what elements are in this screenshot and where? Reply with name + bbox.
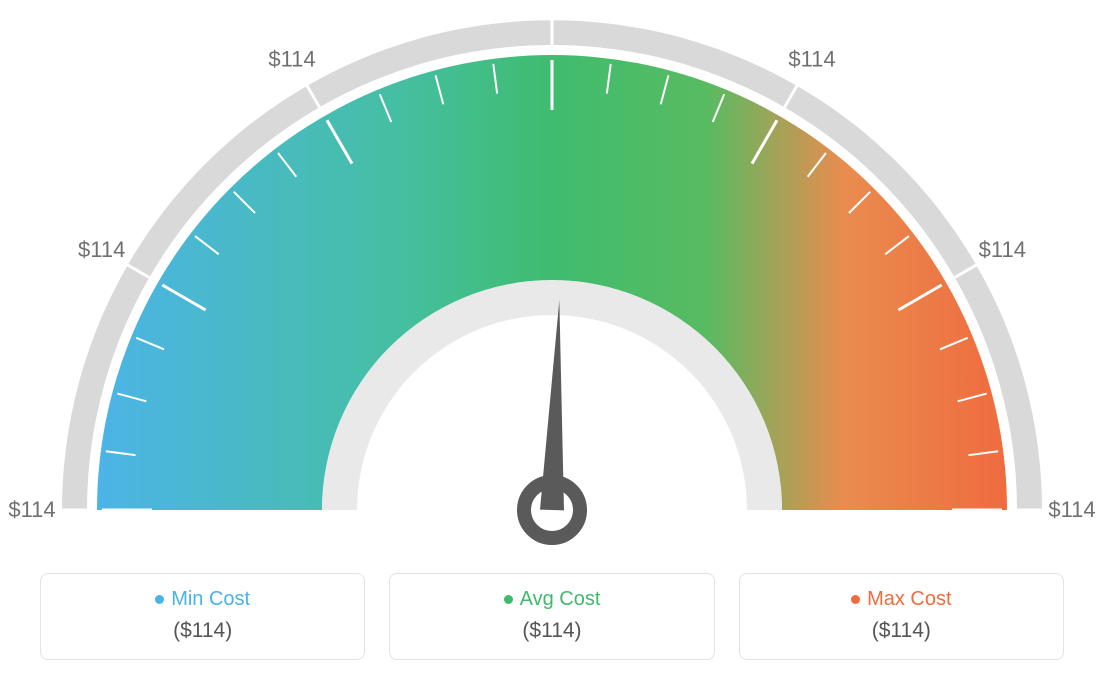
legend-avg-dot [504,595,513,604]
legend-max-title: Max Cost [750,588,1053,611]
gauge-chart: $114 $114 $114 $114 $114 $114 $114 [0,0,1104,560]
svg-text:$114: $114 [78,237,125,262]
gauge-svg: $114 $114 $114 $114 $114 $114 $114 [0,0,1104,560]
legend-avg: Avg Cost ($114) [389,573,714,660]
legend-min-value: ($114) [51,619,354,643]
legend-avg-label: Avg Cost [520,588,601,610]
legend-max-value: ($114) [750,619,1053,643]
chart-container: $114 $114 $114 $114 $114 $114 $114 Min Cost ($… [0,0,1104,690]
svg-text:$114: $114 [1048,497,1095,522]
legend-max: Max Cost ($114) [739,573,1064,660]
legend-max-dot [851,595,860,604]
legend-min-title: Min Cost [51,588,354,611]
legend-row: Min Cost ($114) Avg Cost ($114) Max Cost… [40,573,1064,660]
svg-text:$114: $114 [268,47,315,72]
legend-max-label: Max Cost [867,588,951,610]
svg-text:$114: $114 [979,237,1026,262]
legend-min-dot [155,595,164,604]
svg-text:$114: $114 [788,47,835,72]
legend-min-label: Min Cost [171,588,250,610]
legend-avg-title: Avg Cost [400,588,703,611]
svg-text:$114: $114 [8,497,55,522]
legend-min: Min Cost ($114) [40,573,365,660]
svg-text:$114: $114 [528,0,575,2]
legend-avg-value: ($114) [400,619,703,643]
